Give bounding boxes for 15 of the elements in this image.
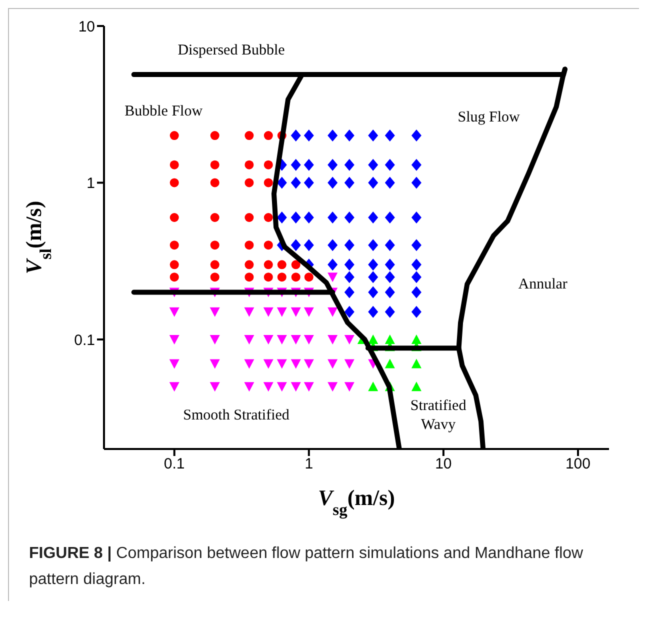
annotation: Annular bbox=[518, 276, 568, 295]
x-tick-label: 100 bbox=[565, 456, 591, 473]
y-tick-label: 10 bbox=[78, 18, 95, 36]
y-tick-label: 1 bbox=[86, 175, 95, 192]
y-tick-label: 0.1 bbox=[74, 332, 95, 349]
annotation: Slug Flow bbox=[458, 108, 520, 128]
x-tick-label: 0.1 bbox=[164, 456, 185, 473]
x-axis-title: V$_{sg}$(m/s) bbox=[318, 485, 396, 518]
caption: FIGURE 8 | Comparison between flow pattern simulations and Mandhane flow pattern diagram. bbox=[29, 544, 584, 590]
annotation: Dispersed Bubble bbox=[178, 42, 285, 61]
x-tick-label: 10 bbox=[435, 456, 452, 473]
annotation: Stratified Wavy bbox=[410, 397, 466, 436]
x-tick-label: 1 bbox=[304, 456, 314, 473]
annotation: Bubble Flow bbox=[124, 102, 203, 122]
annotation: Smooth Stratified bbox=[183, 406, 290, 426]
